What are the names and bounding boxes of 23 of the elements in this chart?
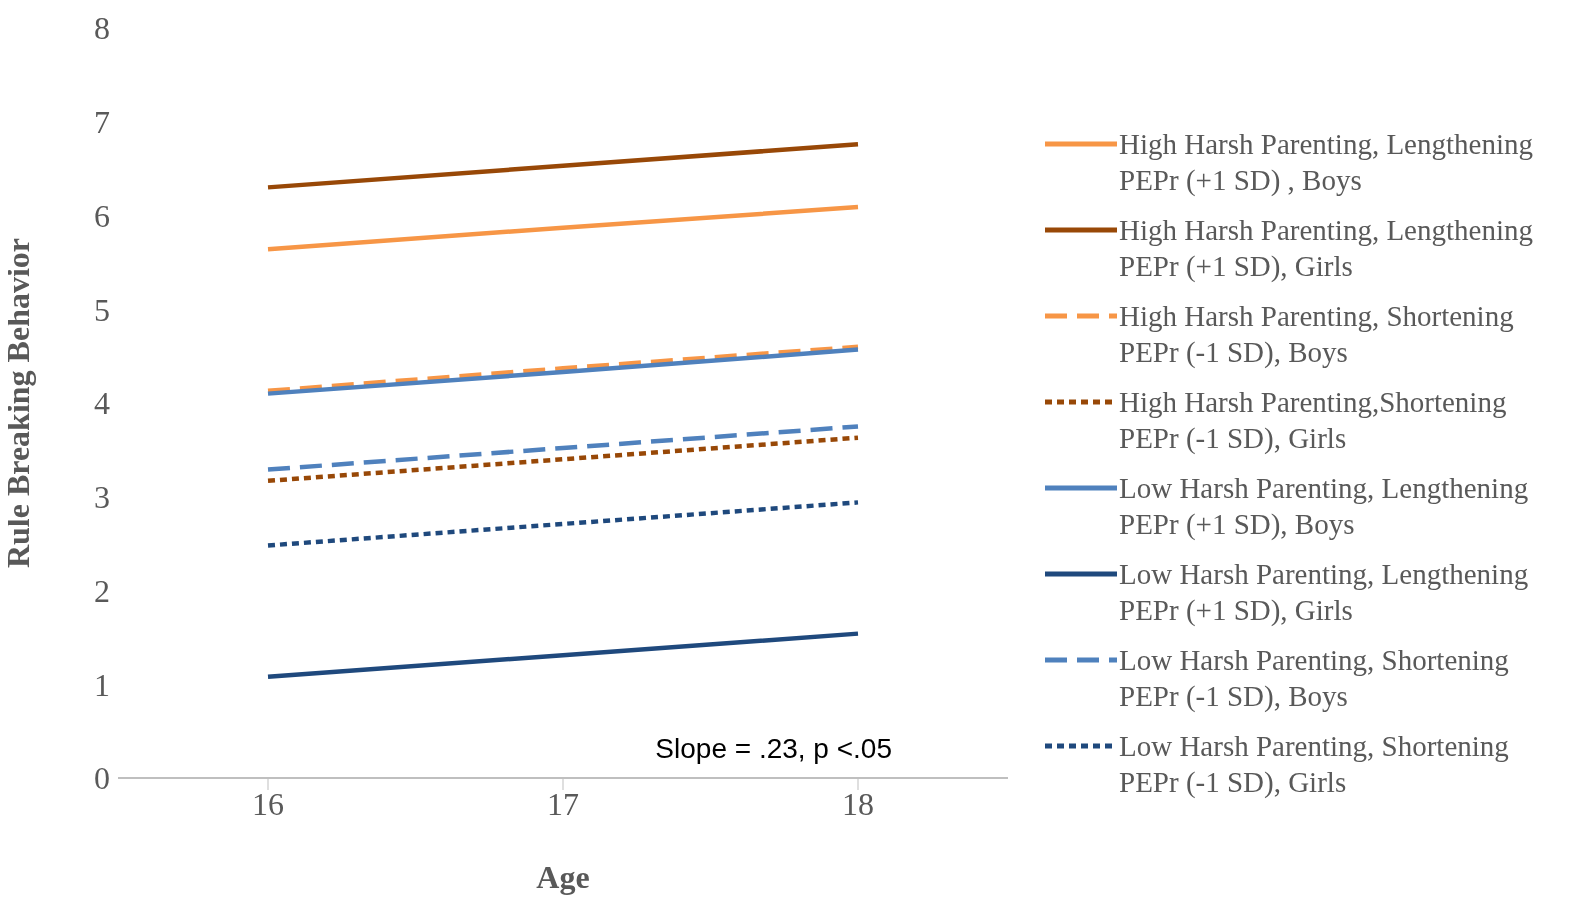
legend-label: High Harsh Parenting,Shortening PEPr (-1 SD), Girls bbox=[1119, 385, 1508, 456]
y-tick-label: 2 bbox=[94, 572, 110, 609]
legend-label: High Harsh Parenting, Shortening PEPr (-1 SD), Boys bbox=[1119, 299, 1515, 370]
y-tick-label: 8 bbox=[94, 10, 110, 47]
x-tick-label: 16 bbox=[252, 785, 284, 822]
x-tick-label: 17 bbox=[547, 785, 579, 822]
y-axis-title: Rule Breaking Behavior bbox=[0, 237, 37, 569]
x-tick-label: 18 bbox=[842, 785, 874, 822]
y-tick-label: 3 bbox=[94, 479, 110, 516]
annotation: Slope = .23, p <.05 bbox=[655, 733, 892, 764]
legend-label: High Harsh Parenting, Lengthening PEPr (+1 SD) , Boys bbox=[1119, 127, 1534, 198]
y-tick-label: 7 bbox=[94, 104, 110, 141]
legend-label: Low Harsh Parenting, Shortening PEPr (-1 SD), Girls bbox=[1119, 729, 1510, 800]
y-tick-label: 5 bbox=[94, 291, 110, 328]
legend-label: High Harsh Parenting, Lengthening PEPr (+1 SD), Girls bbox=[1119, 213, 1534, 284]
y-tick-label: 0 bbox=[94, 760, 110, 797]
legend-label: Low Harsh Parenting, Shortening PEPr (-1 SD), Boys bbox=[1119, 643, 1510, 714]
y-tick-label: 1 bbox=[94, 666, 110, 703]
y-tick-label: 4 bbox=[94, 385, 110, 422]
x-axis-title: Age bbox=[536, 859, 590, 895]
legend-label: Low Harsh Parenting, Lengthening PEPr (+1 SD), Girls bbox=[1119, 557, 1530, 628]
legend-label: Low Harsh Parenting, Lengthening PEPr (+1 SD), Boys bbox=[1119, 471, 1530, 542]
y-tick-label: 6 bbox=[94, 197, 110, 234]
